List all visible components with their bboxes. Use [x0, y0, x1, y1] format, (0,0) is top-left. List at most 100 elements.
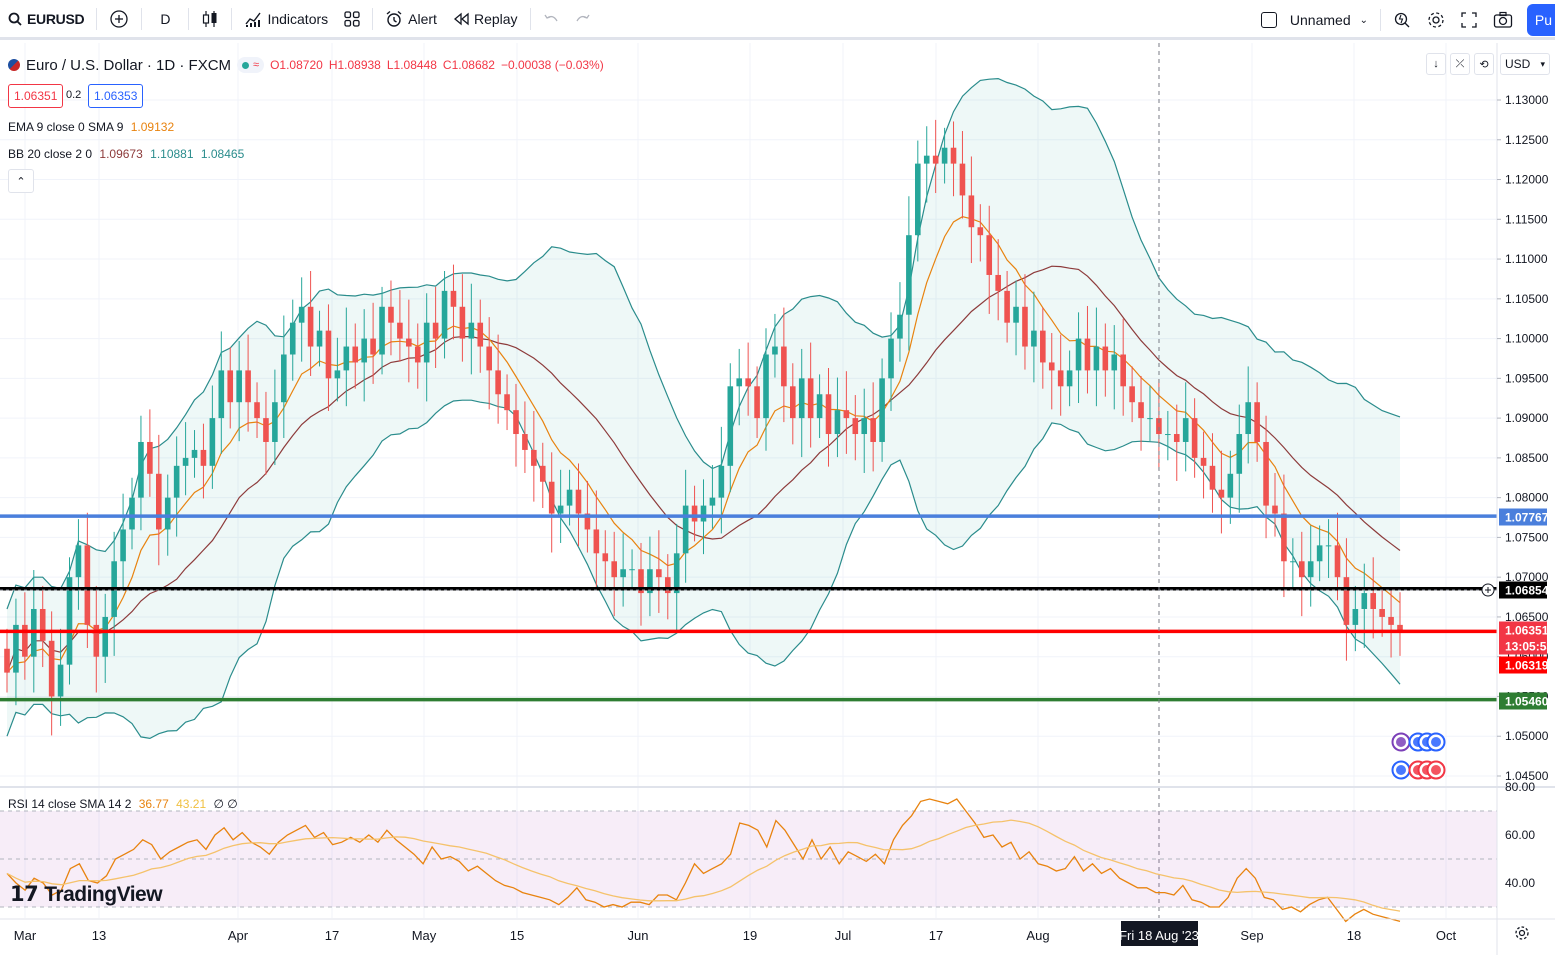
- spread-value: 0.2: [66, 89, 82, 101]
- settings-button[interactable]: [1419, 0, 1453, 40]
- scroll-down-button[interactable]: ↓: [1426, 53, 1446, 75]
- ohlc-high: H1.08938: [328, 58, 381, 72]
- candle-body: [736, 378, 743, 387]
- plus-circle-icon: [110, 9, 128, 28]
- symbol-title[interactable]: Euro / U.S. Dollar · 1D · FXCM: [26, 56, 232, 74]
- currency-select[interactable]: USD ▾: [1500, 53, 1550, 75]
- event-flag-icon: [1431, 765, 1441, 775]
- publish-button[interactable]: Pu: [1527, 4, 1555, 36]
- candle-body: [1093, 346, 1100, 371]
- branding-label: TradingView: [44, 882, 163, 906]
- indicators-button[interactable]: Indicators: [236, 0, 336, 39]
- reset-scale-button[interactable]: ⟲: [1474, 53, 1494, 75]
- candle-body: [941, 147, 948, 164]
- collapse-legend-button[interactable]: ⌃: [8, 169, 34, 193]
- candle-body: [968, 195, 975, 228]
- time-tick-label: Jun: [628, 928, 649, 943]
- chart-type-button[interactable]: [193, 0, 227, 39]
- quick-search-button[interactable]: [1385, 0, 1419, 40]
- redo-button[interactable]: [567, 0, 599, 39]
- divider: [188, 7, 190, 30]
- candle-body: [486, 346, 492, 371]
- market-status-badge[interactable]: ≈: [237, 57, 265, 73]
- currency-label: USD: [1505, 57, 1531, 71]
- templates-button[interactable]: [336, 0, 368, 39]
- chevron-down-icon: ⌄: [1359, 14, 1368, 26]
- tradingview-logo[interactable]: 𝟭𝟳 TradingView: [10, 882, 163, 907]
- candle-body: [1298, 561, 1305, 578]
- compare-button[interactable]: [101, 0, 137, 39]
- candle-body: [548, 481, 555, 514]
- chart-controls: ↓ ⤫ ⟲: [1426, 53, 1494, 75]
- price-tick-label: 1.10500: [1505, 292, 1549, 306]
- layout-checkbox-icon: [1260, 12, 1277, 28]
- undo-button[interactable]: [535, 0, 567, 39]
- time-tick-label: May: [412, 928, 437, 943]
- price-label-text: 1.06351: [1505, 624, 1549, 638]
- candle-body: [102, 616, 109, 657]
- candle-body: [156, 473, 162, 530]
- snapshot-button[interactable]: [1485, 0, 1521, 40]
- ema-legend[interactable]: EMA 9 close 0 SMA 9 1.09132: [8, 120, 174, 134]
- candle-body: [93, 624, 100, 657]
- symbol-search[interactable]: EURUSD: [0, 0, 92, 39]
- time-tick-label: Aug: [1026, 928, 1049, 943]
- alarm-clock-icon: [386, 10, 402, 27]
- bb-lower-value: 1.08465: [200, 147, 245, 161]
- candle-body: [709, 497, 716, 506]
- collapse-scale-button[interactable]: ⤫: [1450, 53, 1470, 75]
- rsi-tick-label: 40.00: [1505, 876, 1535, 890]
- buy-price-button[interactable]: 1.06353: [88, 84, 144, 108]
- candle-body: [325, 330, 332, 379]
- layout-button[interactable]: Unnamed ⌄: [1253, 0, 1376, 40]
- chevron-up-icon: ⌃: [16, 175, 26, 188]
- fullscreen-button[interactable]: [1453, 0, 1485, 40]
- event-flag-icon: [1431, 737, 1441, 747]
- price-tick-label: 1.09500: [1505, 371, 1549, 385]
- price-tick-label: 1.09000: [1505, 411, 1549, 425]
- euro-flag-icon: [8, 59, 20, 71]
- candle-body: [48, 640, 55, 697]
- alert-label: Alert: [408, 10, 437, 27]
- candle-body: [1200, 457, 1207, 466]
- candle-body: [1343, 577, 1350, 625]
- replay-button[interactable]: Replay: [445, 0, 526, 39]
- candle-body: [1370, 593, 1377, 609]
- price-label-text: 1.06854: [1505, 584, 1549, 598]
- candle-body: [57, 664, 64, 697]
- candle-body: [218, 370, 225, 419]
- price-tick-label: 1.12500: [1505, 133, 1549, 147]
- bb-upper-line: [6, 77, 1401, 610]
- top-toolbar: EURUSD D Indicators Alert Replay Unnamed: [0, 0, 1555, 40]
- candle-body: [254, 402, 260, 419]
- candle-body: [227, 370, 234, 403]
- time-tick-label: Mar: [14, 928, 37, 943]
- bb-legend[interactable]: BB 20 close 2 0 1.09673 1.10881 1.08465: [8, 147, 244, 161]
- axis-settings-button[interactable]: [1514, 925, 1530, 946]
- price-chart[interactable]: 1.13000 1.12500 1.12000 1.11500 1.11000 1.105…: [0, 43, 1555, 955]
- candle-body: [495, 370, 501, 395]
- ohlc-change: −0.00038 (−0.03%): [500, 58, 604, 72]
- price-tick-label: 1.11500: [1505, 212, 1548, 226]
- ohlc-open: O1.08720: [270, 58, 323, 72]
- candle-body: [1191, 418, 1198, 458]
- price-tick-label: 1.08500: [1505, 451, 1549, 465]
- rewind-icon: [453, 12, 469, 25]
- sell-price-button[interactable]: 1.06351: [8, 84, 64, 108]
- candle-body: [1013, 306, 1019, 323]
- candle-body: [772, 346, 778, 355]
- candle-body: [379, 306, 385, 355]
- alert-button[interactable]: Alert: [377, 0, 445, 39]
- candle-body: [879, 378, 885, 442]
- candle-body: [1057, 370, 1064, 387]
- candle-body: [1227, 473, 1234, 498]
- candle-body: [932, 155, 939, 164]
- time-tick-label: 18: [1347, 928, 1361, 943]
- price-label-box: [1499, 508, 1547, 526]
- interval-button[interactable]: D: [146, 0, 184, 39]
- divider: [141, 7, 143, 30]
- candle-body: [397, 322, 403, 339]
- candle-body: [620, 569, 626, 578]
- rsi-legend[interactable]: RSI 14 close SMA 14 2 36.77 43.21 ∅ ∅: [8, 797, 238, 811]
- price-tick-label: 1.04500: [1505, 769, 1549, 783]
